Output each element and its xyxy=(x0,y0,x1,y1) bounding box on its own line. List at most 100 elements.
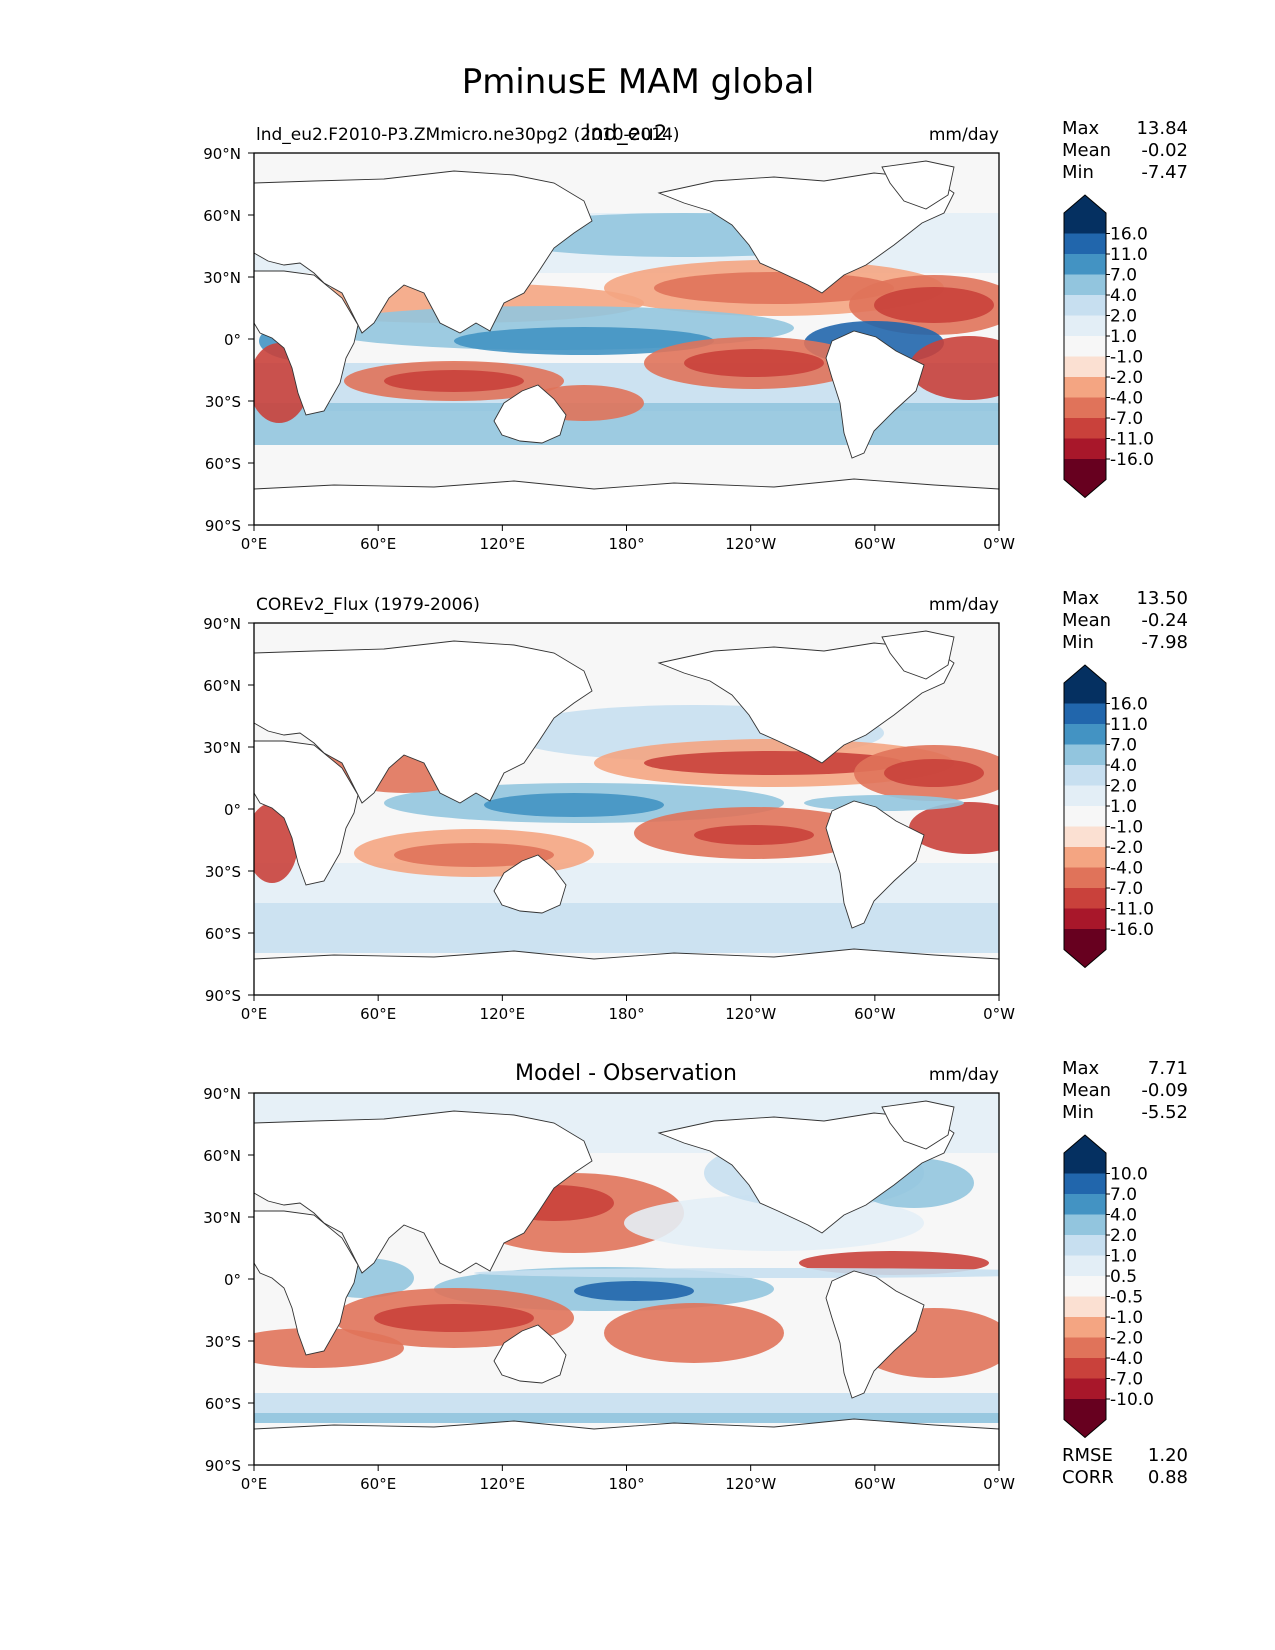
panel-diff-colorbar: 10.07.04.02.01.00.5-0.5-1.0-2.0-4.0-7.0-… xyxy=(1063,1134,1154,1439)
colorbar-segment xyxy=(1064,806,1106,827)
metric-corr-label: CORR xyxy=(1062,1467,1114,1488)
metric-rmse-label: RMSE xyxy=(1062,1445,1113,1466)
colorbar-segment xyxy=(1064,274,1106,296)
lon-tick-label: 180° xyxy=(608,1005,644,1023)
stat-min-label: Min xyxy=(1062,162,1094,183)
panel-diff-units: mm/day xyxy=(929,1065,999,1085)
lon-tick-label: 120°E xyxy=(480,1005,526,1023)
colorbar-segment xyxy=(1064,908,1106,930)
colorbar-tick-label: 1.0 xyxy=(1110,1247,1137,1267)
colorbar-outline xyxy=(1063,1134,1107,1439)
lat-tick-label: 30°N xyxy=(203,269,241,287)
colorbar-segment xyxy=(1064,1235,1106,1256)
colorbar-segment xyxy=(1064,356,1106,378)
colorbar-segment xyxy=(1064,459,1106,480)
lon-tick-label: 0°E xyxy=(241,1005,268,1023)
stat-max-value: 13.50 xyxy=(1136,588,1188,609)
lat-tick-label: 0° xyxy=(224,331,241,349)
colorbar-tick-label: -2.0 xyxy=(1110,368,1143,388)
stat-max-label: Max xyxy=(1062,1058,1100,1079)
colorbar-segment xyxy=(1064,683,1106,704)
colorbar-tick-label: 2.0 xyxy=(1110,1226,1137,1246)
lat-tick-label: 90°S xyxy=(205,987,241,1005)
colorbar-segment xyxy=(1064,1153,1106,1174)
lon-tick-label: 0°W xyxy=(983,1475,1015,1493)
lon-tick-label: 0°W xyxy=(983,1005,1015,1023)
colorbar-tick-label: -10.0 xyxy=(1110,1390,1154,1410)
lat-tick-label: 90°N xyxy=(203,615,241,633)
panel-difference: Model - Observation mm/day 90°N 60°N 30°N 0… xyxy=(203,1058,1188,1493)
colorbar-segment xyxy=(1064,1255,1106,1277)
colorbar-tick-label: -11.0 xyxy=(1110,900,1154,920)
colorbar-tick-label: 0.5 xyxy=(1110,1267,1137,1287)
colorbar-segment xyxy=(1064,1276,1106,1297)
lon-tick-label: 120°W xyxy=(725,1005,776,1023)
lat-tick-label: 90°S xyxy=(205,517,241,535)
panel-diff-stats: Max 7.71 Mean -0.09 Min -5.52 xyxy=(1062,1058,1188,1123)
panel-diff-center-title: Model - Observation xyxy=(515,1061,737,1086)
lat-tick-label: 30°S xyxy=(205,393,241,411)
lat-tick-label: 90°N xyxy=(203,145,241,163)
colorbar-tick-label: -4.0 xyxy=(1110,859,1143,879)
colorbar-tick-label: 16.0 xyxy=(1110,225,1148,245)
stat-min-value: -5.52 xyxy=(1141,1102,1188,1123)
colorbar-segment xyxy=(1064,703,1106,725)
colorbar-tick-label: -1.0 xyxy=(1110,818,1143,838)
lat-tick-label: 90°N xyxy=(203,1085,241,1103)
stat-min-label: Min xyxy=(1062,1102,1094,1123)
colorbar-tick-label: -16.0 xyxy=(1110,920,1154,940)
stat-min-value: -7.98 xyxy=(1141,632,1188,653)
colorbar-tick-label: -4.0 xyxy=(1110,1349,1143,1369)
colorbar-segment xyxy=(1064,233,1106,255)
colorbar-segment xyxy=(1064,336,1106,357)
lat-tick-label: 0° xyxy=(224,1271,241,1289)
lat-tick-label: 60°N xyxy=(203,677,241,695)
lon-tick-label: 60°W xyxy=(854,535,896,553)
colorbar-tick-label: -7.0 xyxy=(1110,1370,1143,1390)
panel-model-left-title: lnd_eu2.F2010-P3.ZMmicro.ne30pg2 (2010-2… xyxy=(256,125,680,145)
lon-tick-label: 120°W xyxy=(725,535,776,553)
panel-obs-stats: Max 13.50 Mean -0.24 Min -7.98 xyxy=(1062,588,1188,653)
stat-mean-value: -0.02 xyxy=(1141,140,1188,161)
lon-tick-label: 60°E xyxy=(360,1005,396,1023)
lat-tick-label: 60°S xyxy=(205,455,241,473)
colorbar-extend-bottom xyxy=(1064,1419,1106,1438)
panel-model: lnd_eu2.F2010-P3.ZMmicro.ne30pg2 (2010-2… xyxy=(203,118,1188,553)
lon-tick-label: 0°E xyxy=(241,1475,268,1493)
lat-tick-label: 30°N xyxy=(203,739,241,757)
colorbar-tick-label: -2.0 xyxy=(1110,838,1143,858)
colorbar-segment xyxy=(1064,744,1106,766)
figure-title: PminusE MAM global xyxy=(462,62,815,102)
panel-model-units: mm/day xyxy=(929,125,999,145)
colorbar-segment xyxy=(1064,397,1106,419)
lon-tick-label: 180° xyxy=(608,535,644,553)
colorbar-tick-label: -16.0 xyxy=(1110,450,1154,470)
colorbar-tick-label: -1.0 xyxy=(1110,348,1143,368)
colorbar-segment xyxy=(1064,295,1106,316)
colorbar-tick-label: 1.0 xyxy=(1110,797,1137,817)
colorbar-tick-label: 7.0 xyxy=(1110,736,1137,756)
colorbar-tick-label: 11.0 xyxy=(1110,245,1148,265)
colorbar-tick-label: -7.0 xyxy=(1110,879,1143,899)
panel-observation: COREv2_Flux (1979-2006) mm/day 90°N 60°N 3… xyxy=(203,588,1188,1023)
stat-max-label: Max xyxy=(1062,588,1100,609)
colorbar-extend-top xyxy=(1064,1135,1106,1153)
colorbar-tick-label: 1.0 xyxy=(1110,327,1137,347)
stat-max-label: Max xyxy=(1062,118,1100,139)
stat-mean-value: -0.09 xyxy=(1141,1080,1188,1101)
colorbar-extend-top xyxy=(1064,195,1106,213)
stat-min-label: Min xyxy=(1062,632,1094,653)
lon-tick-label: 120°E xyxy=(480,1475,526,1493)
lon-tick-label: 0°E xyxy=(241,535,268,553)
colorbar-segment xyxy=(1064,1337,1106,1359)
colorbar-tick-label: 7.0 xyxy=(1110,1185,1137,1205)
colorbar-segment xyxy=(1064,213,1106,234)
panel-obs-colorbar: 16.011.07.04.02.01.0-1.0-2.0-4.0-7.0-11.… xyxy=(1063,664,1154,969)
stat-min-value: -7.47 xyxy=(1141,162,1188,183)
colorbar-segment xyxy=(1064,1378,1106,1400)
stat-mean-label: Mean xyxy=(1062,1080,1111,1101)
colorbar-tick-label: -2.0 xyxy=(1110,1329,1143,1349)
colorbar-segment xyxy=(1064,826,1106,848)
colorbar-tick-label: -11.0 xyxy=(1110,430,1154,450)
